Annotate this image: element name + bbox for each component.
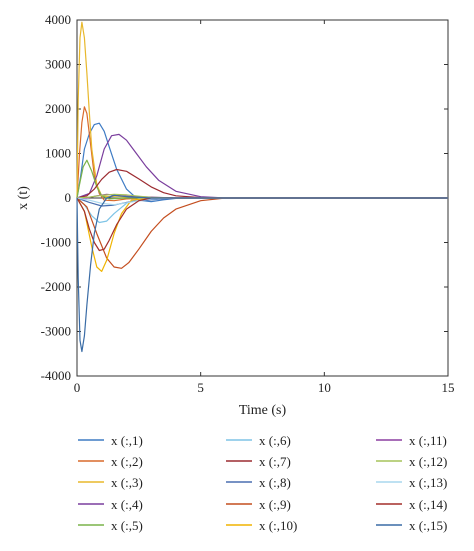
legend-label: x (:,13) xyxy=(409,475,447,490)
legend-item: x (:,4) xyxy=(78,497,143,512)
legend-label: x (:,4) xyxy=(111,497,143,512)
y-axis-label: x (t) xyxy=(16,186,31,210)
legend-label: x (:,12) xyxy=(409,454,447,469)
legend-item: x (:,12) xyxy=(376,454,447,469)
legend-label: x (:,3) xyxy=(111,475,143,490)
y-tick-label: 3000 xyxy=(45,57,71,72)
legend-item: x (:,2) xyxy=(78,454,143,469)
series-lines xyxy=(76,21,448,353)
legend-item: x (:,15) xyxy=(376,518,447,533)
y-tick-label: 2000 xyxy=(45,101,71,116)
legend-label: x (:,6) xyxy=(259,433,291,448)
legend-item: x (:,3) xyxy=(78,475,143,490)
legend-item: x (:,1) xyxy=(78,433,143,448)
legend-item: x (:,6) xyxy=(226,433,291,448)
legend-label: x (:,5) xyxy=(111,518,143,533)
x-axis-label: Time (s) xyxy=(239,403,287,418)
legend-label: x (:,2) xyxy=(111,454,143,469)
legend: x (:,1) x (:,2) x (:,3) x (:,4) x (:,5) x (:,… xyxy=(78,433,447,533)
series-line-1 xyxy=(76,122,448,203)
x-tick-label: 10 xyxy=(318,380,331,395)
legend-item: x (:,9) xyxy=(226,497,291,512)
y-tick-label: 0 xyxy=(65,190,72,205)
series-line-10 xyxy=(76,197,448,272)
series-line-4 xyxy=(76,133,448,199)
series-line-9 xyxy=(76,197,448,269)
legend-item: x (:,10) xyxy=(226,518,297,533)
legend-label: x (:,15) xyxy=(409,518,447,533)
x-tick-label: 15 xyxy=(442,380,455,395)
y-tick-label: -3000 xyxy=(41,324,71,339)
legend-label: x (:,7) xyxy=(259,454,291,469)
series-line-7 xyxy=(76,168,448,199)
legend-label: x (:,8) xyxy=(259,475,291,490)
x-axis: 0 5 10 15 xyxy=(74,20,455,395)
y-tick-label: -1000 xyxy=(41,235,71,250)
legend-item: x (:,11) xyxy=(376,433,447,448)
legend-label: x (:,10) xyxy=(259,518,297,533)
y-axis: 4000 3000 2000 1000 0 -1000 -2000 -3000 -4000 xyxy=(41,12,448,383)
y-tick-label: 1000 xyxy=(45,146,71,161)
legend-item: x (:,14) xyxy=(376,497,447,512)
y-tick-label: -4000 xyxy=(41,368,71,383)
legend-item: x (:,13) xyxy=(376,475,447,490)
y-tick-label: -2000 xyxy=(41,279,71,294)
legend-label: x (:,9) xyxy=(259,497,291,512)
series-line-14 xyxy=(76,197,448,252)
series-line-15 xyxy=(76,194,448,353)
legend-item: x (:,5) xyxy=(78,518,143,533)
legend-label: x (:,11) xyxy=(409,433,447,448)
series-line-3 xyxy=(76,21,448,199)
y-tick-label: 4000 xyxy=(45,12,71,27)
series-line-5 xyxy=(76,159,448,200)
legend-item: x (:,7) xyxy=(226,454,291,469)
series-line-2 xyxy=(76,106,448,202)
x-tick-label: 5 xyxy=(197,380,204,395)
legend-label: x (:,14) xyxy=(409,497,447,512)
x-tick-label: 0 xyxy=(74,380,81,395)
legend-label: x (:,1) xyxy=(111,433,143,448)
legend-item: x (:,8) xyxy=(226,475,291,490)
